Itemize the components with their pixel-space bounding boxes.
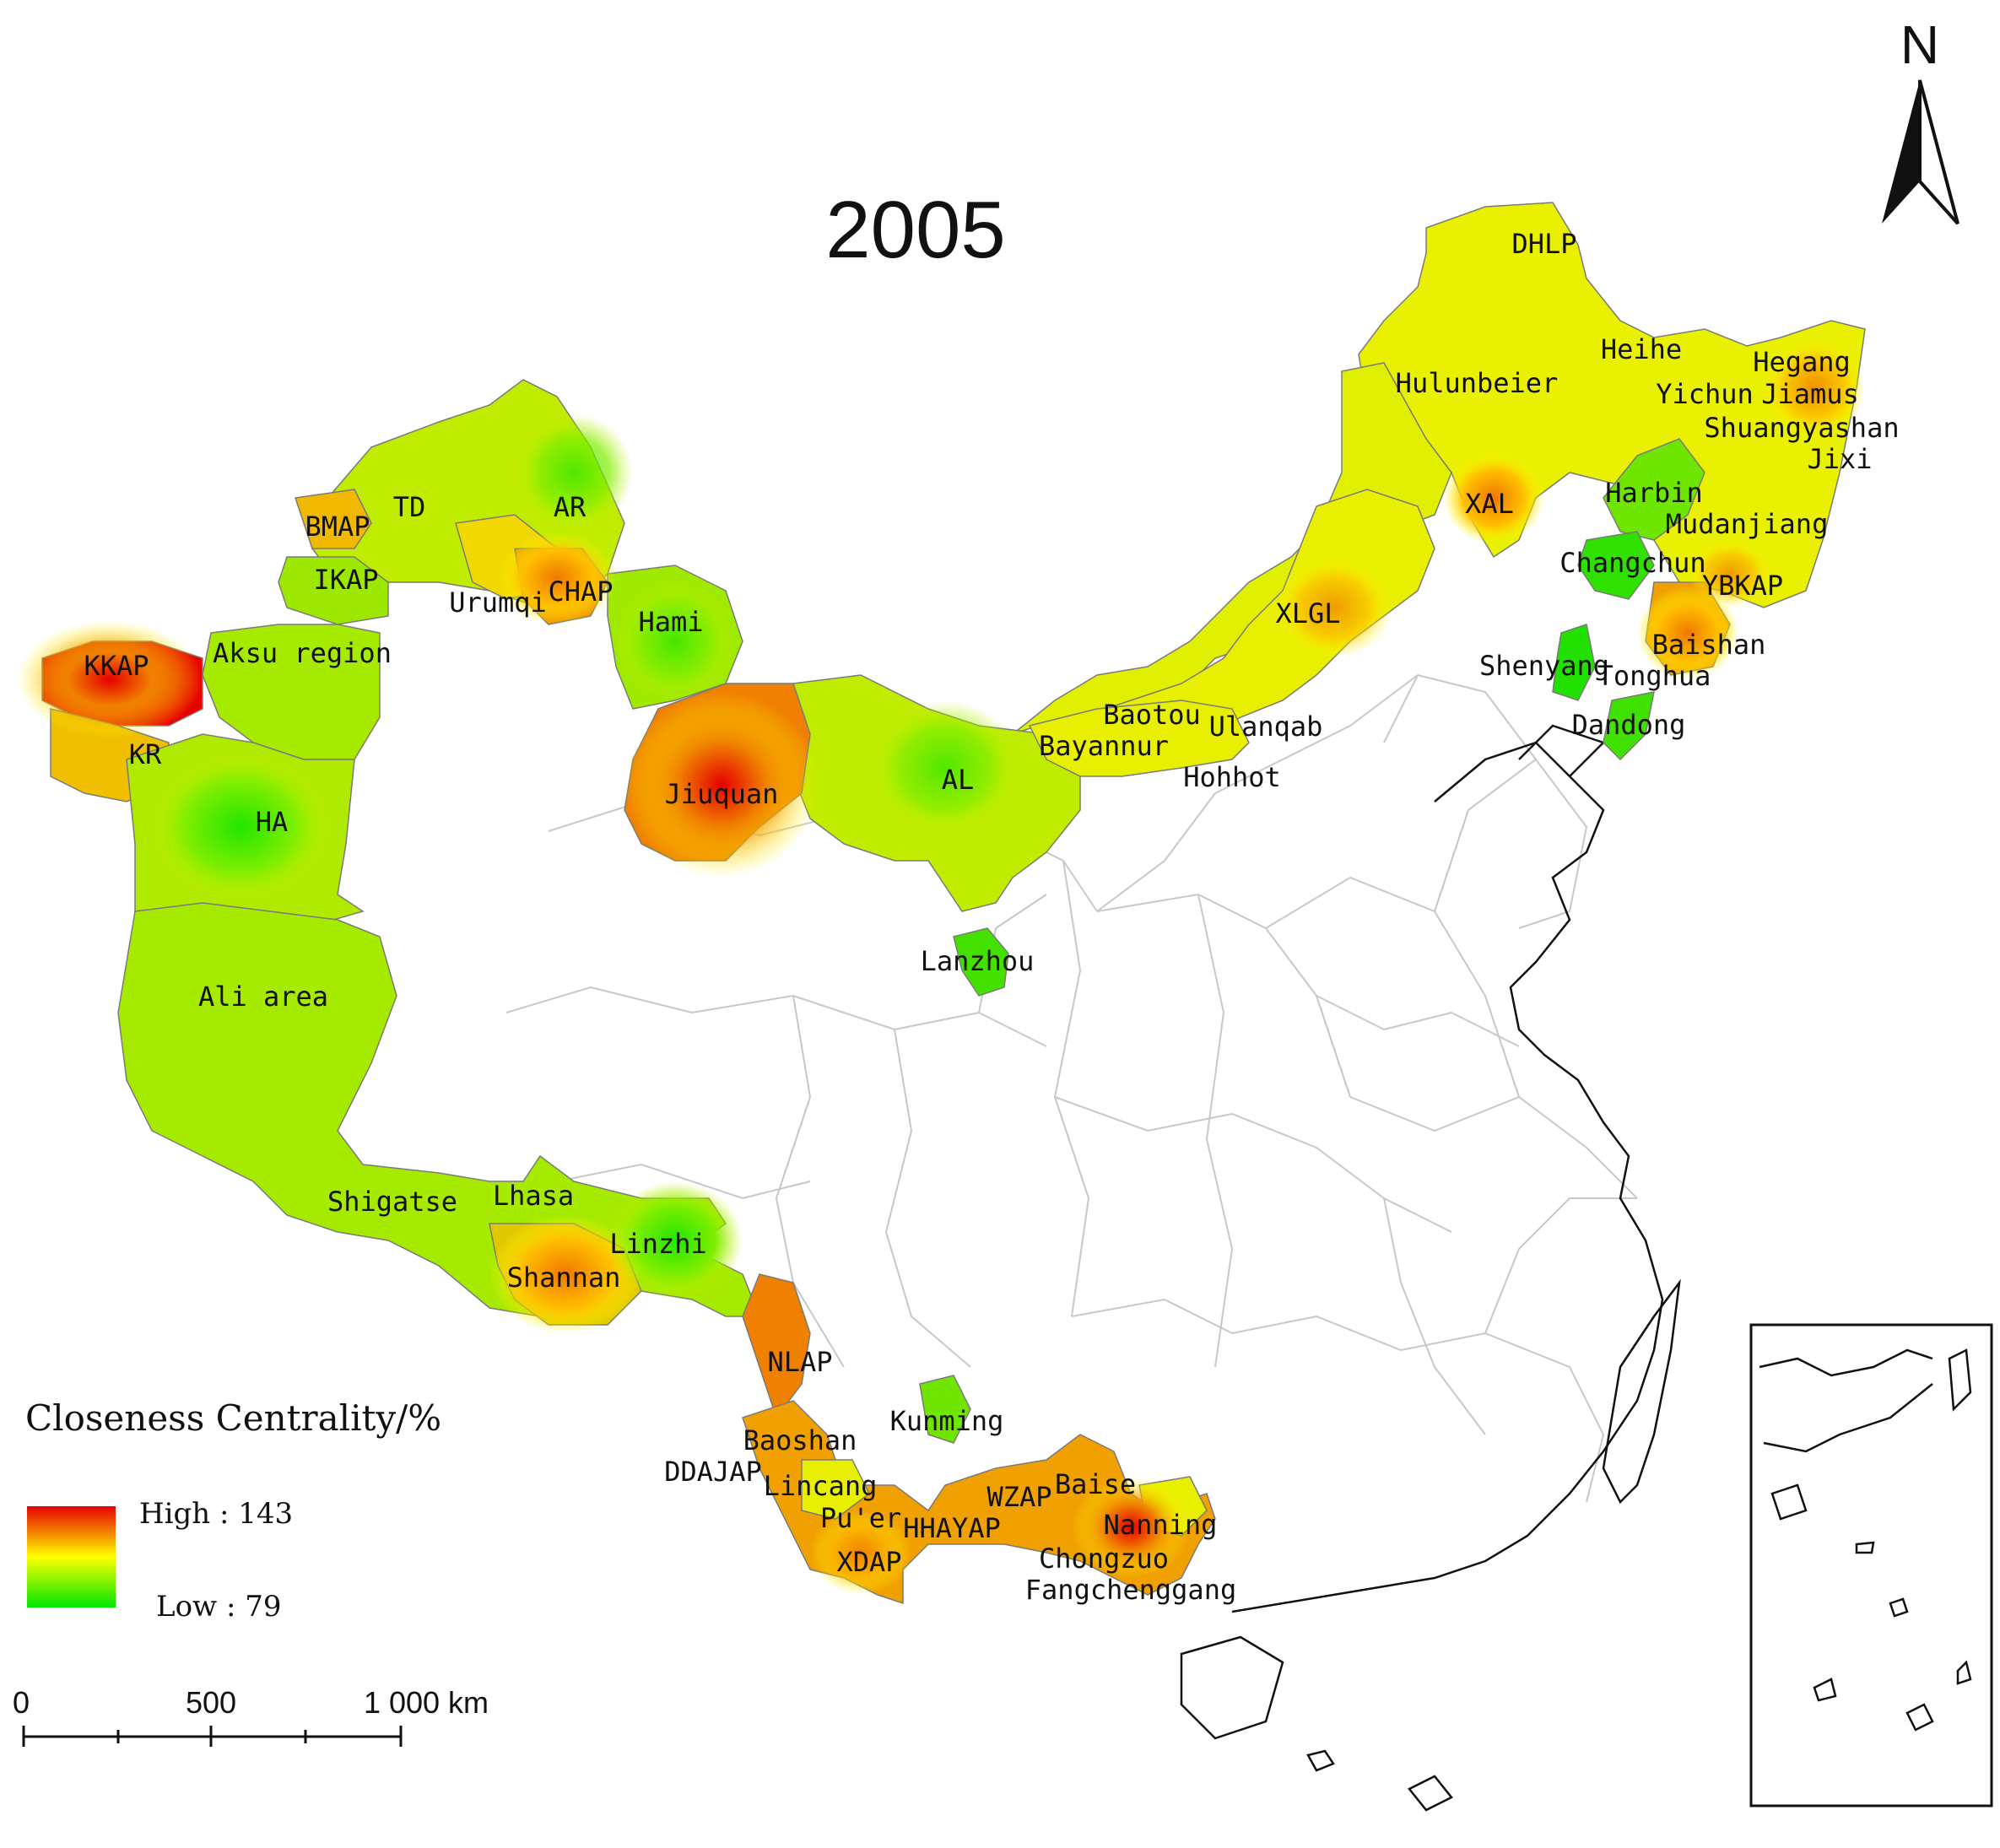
label-mudanjiang: Mudanjiang — [1666, 508, 1829, 540]
label-lhasa: Lhasa — [493, 1180, 574, 1212]
label-ali-area: Ali area — [198, 981, 328, 1013]
label-ulanqab: Ulanqab — [1209, 711, 1323, 743]
label-shannan: Shannan — [507, 1262, 621, 1294]
label-dandong: Dandong — [1572, 709, 1686, 741]
label-shigatse: Shigatse — [327, 1186, 457, 1218]
region-labels: DHLP Hulunbeier Heihe Hegang Yichun Jiam… — [84, 228, 1899, 1606]
label-baotou: Baotou — [1103, 699, 1201, 731]
map-title: 2005 — [825, 185, 1006, 275]
label-jiamus: Jiamus — [1761, 378, 1859, 410]
label-bmap: BMAP — [305, 511, 370, 543]
legend-low-label: Low : 79 — [156, 1590, 281, 1624]
label-baoshan: Baoshan — [743, 1424, 857, 1456]
label-hhayap: HHAYAP — [903, 1512, 1001, 1544]
scale-tick-500: 500 — [186, 1685, 236, 1720]
north-arrow-label: N — [1900, 14, 1939, 75]
label-bayannur: Bayannur — [1039, 730, 1169, 762]
legend-color-ramp — [27, 1506, 116, 1608]
label-kunming: Kunming — [890, 1405, 1004, 1437]
label-chap: CHAP — [548, 575, 613, 608]
scale-bar: 0 500 1 000 km — [13, 1685, 489, 1747]
label-yichun: Yichun — [1656, 378, 1754, 410]
region-south — [742, 1375, 1216, 1605]
legend-title: Closeness Centrality/% — [25, 1397, 441, 1439]
label-baise: Baise — [1055, 1468, 1136, 1500]
label-al: AL — [942, 764, 975, 796]
label-lincang: Lincang — [764, 1470, 878, 1502]
label-ddajap: DDAJAP — [664, 1456, 762, 1488]
label-urumqi: Urumqi — [449, 586, 547, 619]
label-fangchenggang: Fangchenggang — [1025, 1574, 1236, 1606]
label-wzap: WZAP — [986, 1481, 1051, 1513]
province-boundaries — [505, 673, 1638, 1503]
label-dhlp: DHLP — [1511, 228, 1576, 260]
label-hami: Hami — [638, 606, 703, 638]
label-harbin: Harbin — [1605, 477, 1703, 509]
label-shuangyashan: Shuangyashan — [1704, 412, 1899, 444]
region-xinjiang — [17, 379, 633, 929]
north-arrow: N — [1882, 14, 1959, 225]
label-ikap: IKAP — [313, 564, 378, 596]
label-xal: XAL — [1465, 488, 1514, 520]
label-hegang: Hegang — [1753, 346, 1851, 378]
label-baishan: Baishan — [1652, 629, 1766, 661]
label-xlgl: XLGL — [1275, 597, 1340, 630]
label-xdap: XDAP — [836, 1546, 901, 1578]
legend-high-label: High : 143 — [139, 1497, 293, 1531]
label-ha: HA — [256, 806, 289, 838]
label-aksu-region: Aksu region — [213, 637, 392, 669]
label-tonghua: Tonghua — [1597, 660, 1711, 692]
region-north — [607, 565, 1250, 997]
label-nlap: NLAP — [767, 1346, 832, 1378]
coastline — [1180, 724, 1681, 1812]
label-lanzhou: Lanzhou — [921, 945, 1035, 977]
label-jiuquan: Jiuquan — [665, 778, 779, 810]
label-changchun: Changchun — [1559, 547, 1705, 579]
label-heihe: Heihe — [1601, 333, 1682, 365]
scale-tick-0: 0 — [13, 1685, 30, 1720]
inset-south-china-sea — [1749, 1323, 1993, 1807]
label-nanning: Nanning — [1104, 1509, 1218, 1541]
label-linzhi: Linzhi — [609, 1228, 707, 1260]
legend: Closeness Centrality/% High : 143 Low : … — [25, 1397, 441, 1624]
region-northeast — [1012, 202, 1866, 769]
label-ar: AR — [554, 491, 586, 523]
label-kr: KR — [129, 738, 162, 770]
label-td: TD — [393, 491, 426, 523]
label-shenyang: Shenyang — [1479, 650, 1609, 682]
label-ybkap: YBKAP — [1702, 570, 1783, 602]
label-chongzuo: Chongzuo — [1039, 1543, 1169, 1575]
region-tibet — [117, 902, 811, 1419]
label-puer: Pu'er — [820, 1502, 901, 1534]
scale-tick-1000: 1 000 km — [364, 1685, 489, 1720]
label-hohhot: Hohhot — [1183, 761, 1281, 793]
label-kkap: KKAP — [84, 650, 149, 682]
label-hulunbeier: Hulunbeier — [1396, 367, 1559, 399]
label-jixi: Jixi — [1807, 443, 1872, 475]
